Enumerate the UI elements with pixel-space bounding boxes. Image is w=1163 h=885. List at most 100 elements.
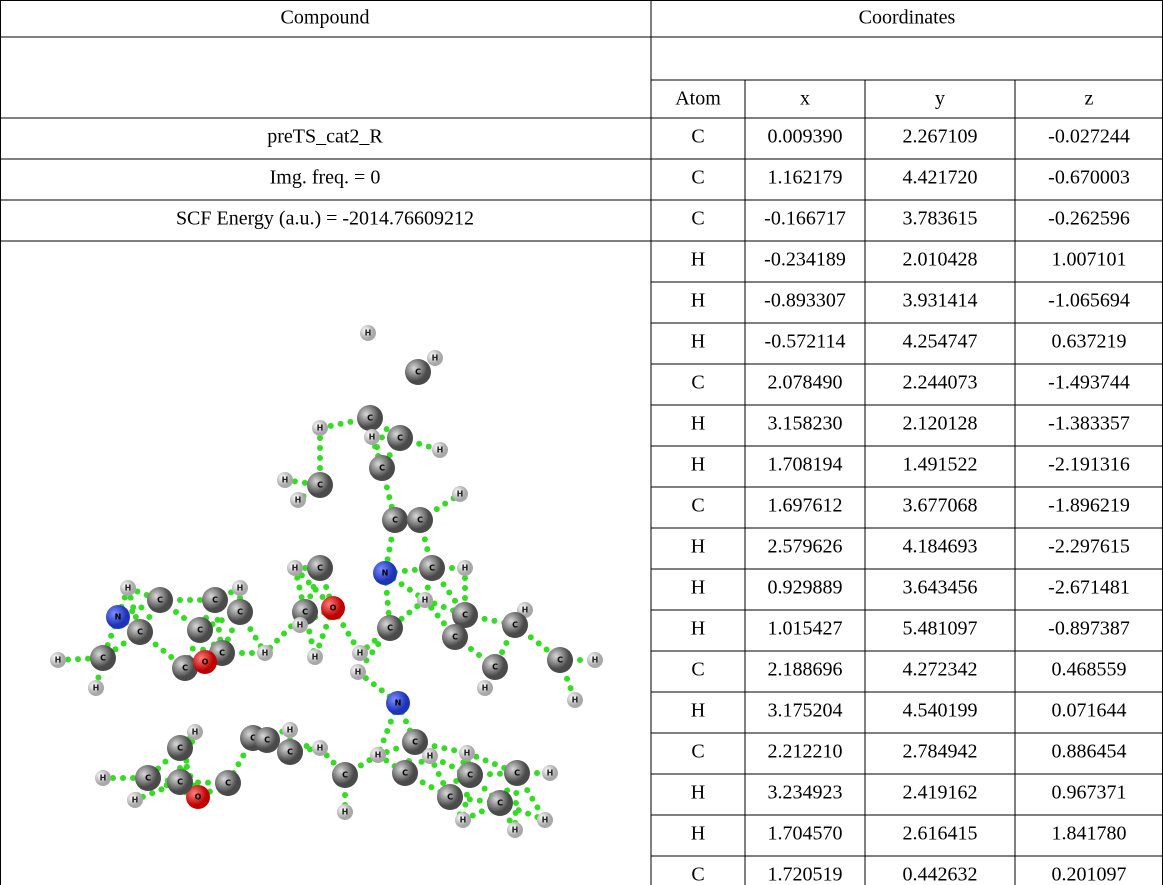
atom-label: H	[292, 564, 299, 573]
coordinate: 2.784942	[903, 741, 978, 763]
atom-label: C	[100, 654, 106, 663]
atom-label: O	[330, 604, 337, 613]
atom-label: C	[197, 626, 203, 635]
atom-symbol: H	[691, 454, 705, 476]
coordinate: 4.272342	[903, 659, 978, 681]
atom-label: C	[387, 624, 393, 633]
coordinate: -0.234189	[764, 249, 846, 271]
atom-symbol: H	[691, 577, 705, 599]
header-coordinates: Coordinates	[859, 7, 956, 29]
atom-label: N	[115, 613, 122, 622]
coordinate: -0.166717	[764, 208, 846, 230]
coordinate: -0.027244	[1048, 126, 1130, 148]
atom-symbol: H	[691, 782, 705, 804]
atom-label: C	[317, 481, 323, 490]
coordinate: 3.643456	[903, 577, 978, 599]
atom-label: H	[462, 564, 469, 573]
compound-info: preTS_cat2_R	[267, 126, 383, 148]
coordinate: 4.254747	[903, 331, 978, 353]
atom-label: H	[125, 584, 132, 593]
compound-info: SCF Energy (a.u.) = -2014.76609212	[176, 208, 474, 230]
atom-label: H	[457, 490, 464, 499]
coordinate: 1.491522	[903, 454, 978, 476]
coordinate: 2.579626	[768, 536, 843, 558]
coordinate: -0.897387	[1048, 618, 1130, 640]
atom-label: H	[369, 433, 376, 442]
coordinate: -2.671481	[1048, 577, 1130, 599]
coordinate: -2.297615	[1048, 536, 1130, 558]
atom-label: H	[482, 684, 489, 693]
atom-label: C	[157, 596, 163, 605]
coordinate: 0.442632	[903, 864, 978, 885]
atom-label: C	[392, 516, 398, 525]
coordinate: 1.007101	[1052, 249, 1127, 271]
column-header: y	[935, 88, 945, 110]
atom-symbol: H	[691, 700, 705, 722]
atom-label: C	[287, 748, 293, 757]
atom-symbol: C	[691, 208, 704, 230]
atom-symbol: H	[691, 331, 705, 353]
coordinate: 2.120128	[903, 413, 978, 435]
coordinate: 2.188696	[768, 659, 843, 681]
atom-symbol: H	[691, 823, 705, 845]
atom-label: C	[264, 736, 270, 745]
column-header: Atom	[675, 88, 721, 110]
coordinate: 2.267109	[903, 126, 978, 148]
atom-label: H	[237, 584, 244, 593]
atom-label: H	[295, 496, 302, 505]
atom-label: H	[342, 808, 349, 817]
atom-label: H	[312, 653, 319, 662]
atom-label: H	[192, 728, 199, 737]
atom-label: H	[287, 726, 294, 735]
coordinate: 0.468559	[1052, 659, 1127, 681]
atom-label: H	[365, 329, 372, 338]
atom-label: H	[522, 606, 529, 615]
column-header: x	[800, 88, 810, 110]
atom-label: H	[55, 656, 62, 665]
coordinate: -1.896219	[1048, 495, 1130, 517]
atom-label: H	[542, 816, 549, 825]
atom-label: H	[512, 826, 519, 835]
atom-label: H	[437, 446, 444, 455]
atom-label: C	[177, 778, 183, 787]
coordinate: 1.704570	[768, 823, 843, 845]
atom-label: O	[195, 793, 202, 802]
coordinate: 4.184693	[903, 536, 978, 558]
coordinate: 1.841780	[1052, 823, 1127, 845]
atom-label: H	[464, 749, 471, 758]
coordinate: 0.929889	[768, 577, 843, 599]
coordinate: -0.670003	[1048, 167, 1130, 189]
coordinate: 2.244073	[903, 372, 978, 394]
coordinate: 5.481097	[903, 618, 978, 640]
coordinate: 3.234923	[768, 782, 843, 804]
coordinate: 0.201097	[1052, 864, 1127, 885]
coordinate: 0.009390	[768, 126, 843, 148]
coordinate: 0.071644	[1052, 700, 1127, 722]
atom-symbol: C	[691, 167, 704, 189]
atom-label: H	[297, 621, 304, 630]
coordinate: 1.015427	[768, 618, 843, 640]
atom-label: H	[547, 769, 554, 778]
atom-label: H	[357, 649, 364, 658]
atom-symbol: H	[691, 618, 705, 640]
atom-label: C	[212, 596, 218, 605]
coordinate: -1.065694	[1048, 290, 1130, 312]
coordinate: 3.158230	[768, 413, 843, 435]
coordinate: -0.262596	[1048, 208, 1130, 230]
coordinate: 3.931414	[903, 290, 978, 312]
atom-label: C	[237, 608, 243, 617]
coordinate: 3.175204	[768, 700, 843, 722]
atom-symbol: C	[691, 659, 704, 681]
atom-label: C	[512, 621, 518, 630]
coordinate: 1.697612	[768, 495, 843, 517]
atom-label: C	[467, 771, 473, 780]
atom-symbol: H	[691, 290, 705, 312]
atom-label: C	[219, 649, 225, 658]
atom-symbol: C	[691, 495, 704, 517]
coordinate: 1.162179	[768, 167, 843, 189]
atom-symbol: C	[691, 864, 704, 885]
atom-symbol: H	[691, 413, 705, 435]
coordinate: -1.383357	[1048, 413, 1130, 435]
coordinate: 4.540199	[903, 700, 978, 722]
atom-label: H	[427, 752, 434, 761]
